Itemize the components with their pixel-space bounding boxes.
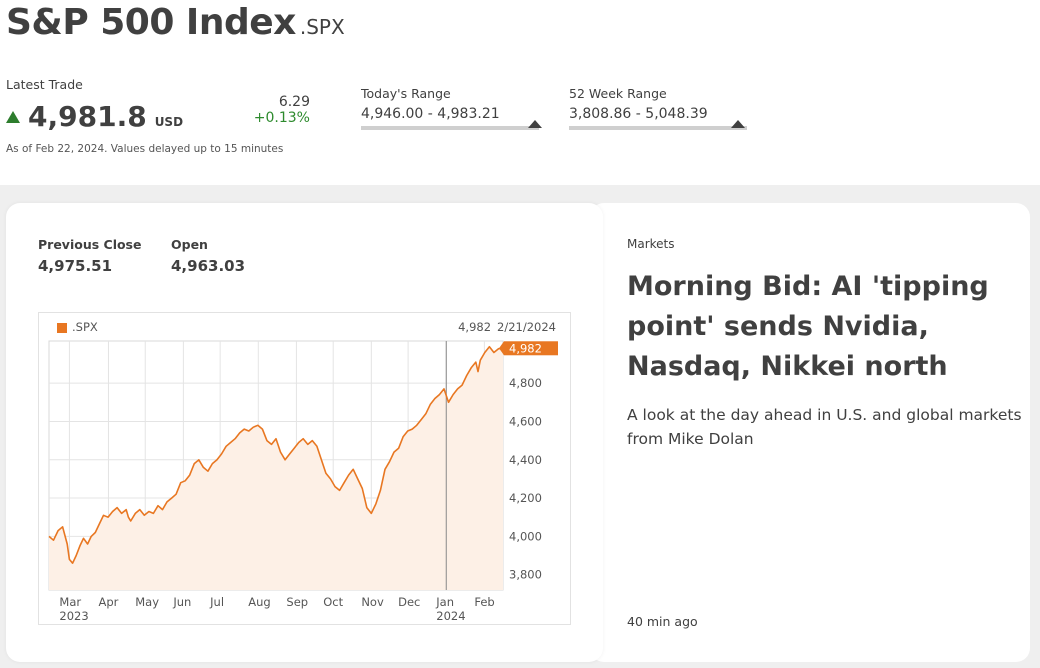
range-marker-icon <box>528 120 543 128</box>
latest-trade-label: Latest Trade <box>6 77 83 92</box>
52-week-range-bar <box>569 120 747 130</box>
x-tick-label: Sep <box>286 595 308 609</box>
series-area <box>49 346 503 590</box>
x-tick-label: Feb <box>474 595 494 609</box>
todays-range-value: 4,946.00 - 4,983.21 <box>361 106 500 122</box>
todays-range-label: Today's Range <box>361 86 451 101</box>
news-section[interactable]: Markets <box>627 237 675 251</box>
y-tick-label: 4,200 <box>509 491 542 505</box>
y-tick-label: 4,800 <box>509 376 542 390</box>
x-tick-label: Jun <box>172 595 191 609</box>
callout-pointer <box>499 341 504 356</box>
latest-price: 4,981.8 USD <box>6 100 183 133</box>
previous-close-label: Previous Close <box>38 237 142 252</box>
ticker-symbol: .SPX <box>299 15 345 39</box>
news-description: A look at the day ahead in U.S. and glob… <box>627 406 1022 448</box>
last-value-callout: 4,982 <box>509 341 542 355</box>
x-tick-year-label: 2024 <box>436 609 465 623</box>
price-chart[interactable]: .SPX 4,982 2/21/2024 3,800 4,000 4,200 4,400… <box>38 312 571 625</box>
y-tick-label: 4,000 <box>509 529 542 543</box>
x-tick-label: May <box>135 595 159 609</box>
range-marker-icon <box>731 120 746 128</box>
news-timestamp: 40 min ago <box>627 614 698 629</box>
previous-close: Previous Close 4,975.51 <box>38 237 141 275</box>
todays-range-bar <box>361 120 543 130</box>
todays-range: Today's Range 4,946.00 - 4,983.21 <box>361 86 543 130</box>
series-line <box>48 345 504 564</box>
x-tick-label: Nov <box>361 595 384 609</box>
legend-label: .SPX <box>72 320 98 334</box>
x-tick-label: Jan <box>435 595 454 609</box>
52-week-range: 52 Week Range 3,808.86 - 5,048.39 <box>569 86 747 130</box>
legend-last-value: 4,982 2/21/2024 <box>458 320 556 334</box>
change-percent: +0.13% <box>253 110 310 126</box>
price-value: 4,981.8 <box>28 100 147 133</box>
chart-card: Previous Close 4,975.51 Open 4,963.03 .S… <box>6 203 603 662</box>
y-tick-label: 3,800 <box>509 568 542 582</box>
52-week-range-label: 52 Week Range <box>569 86 667 101</box>
page-title: S&P 500 Index .SPX <box>6 2 345 43</box>
currency: USD <box>154 115 184 129</box>
last-date: 2/21/2024 <box>497 320 556 334</box>
x-tick-label: Jul <box>209 595 224 609</box>
y-tick-label: 4,600 <box>509 414 542 428</box>
52-week-range-value: 3,808.86 - 5,048.39 <box>569 106 708 122</box>
news-headline[interactable]: Morning Bid: AI 'tipping point' sends Nv… <box>627 271 989 382</box>
x-tick-label: Mar <box>59 595 81 609</box>
previous-close-value: 4,975.51 <box>38 257 113 275</box>
x-tick-label: Aug <box>248 595 270 609</box>
open-label: Open <box>171 237 208 252</box>
change-absolute: 6.29 <box>278 94 310 110</box>
x-tick-label: Apr <box>98 595 118 609</box>
callout-box <box>504 341 558 356</box>
last-value: 4,982 <box>458 320 492 334</box>
news-card[interactable]: Markets Morning Bid: AI 'tipping point' … <box>590 203 1030 662</box>
as-of-note: As of Feb 22, 2024. Values delayed up to… <box>6 143 284 155</box>
open-price: Open 4,963.03 <box>171 237 245 275</box>
x-tick-label: Oct <box>323 595 343 609</box>
y-tick-label: 4,400 <box>509 453 542 467</box>
quote-header: S&P 500 Index .SPX Latest Trade 4,981.8 U… <box>0 0 1040 185</box>
up-arrow-icon <box>6 111 20 123</box>
x-tick-label: Dec <box>398 595 420 609</box>
legend-swatch <box>57 323 67 333</box>
x-tick-year-label: 2023 <box>59 609 88 623</box>
index-name: S&P 500 Index <box>6 2 296 43</box>
open-value: 4,963.03 <box>171 257 246 275</box>
price-change: 6.29 +0.13% <box>230 94 310 126</box>
